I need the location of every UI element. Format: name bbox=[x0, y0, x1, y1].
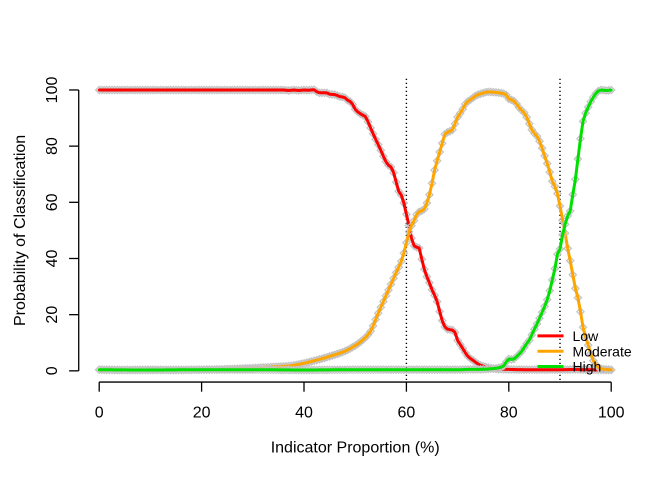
svg-text:0: 0 bbox=[95, 405, 104, 422]
svg-text:Low: Low bbox=[573, 328, 600, 344]
svg-text:40: 40 bbox=[295, 405, 313, 422]
svg-text:60: 60 bbox=[44, 193, 61, 211]
svg-text:40: 40 bbox=[44, 249, 61, 267]
svg-text:80: 80 bbox=[44, 137, 61, 155]
svg-text:0: 0 bbox=[44, 366, 61, 375]
svg-text:Moderate: Moderate bbox=[573, 343, 632, 359]
svg-text:20: 20 bbox=[193, 405, 211, 422]
svg-text:20: 20 bbox=[44, 306, 61, 324]
svg-text:Probability of Classification: Probability of Classification bbox=[12, 135, 29, 326]
svg-text:Indicator Proportion (%): Indicator Proportion (%) bbox=[271, 440, 440, 457]
svg-text:High: High bbox=[573, 359, 602, 375]
svg-text:80: 80 bbox=[500, 405, 518, 422]
svg-text:100: 100 bbox=[598, 405, 625, 422]
svg-text:100: 100 bbox=[44, 77, 61, 104]
svg-text:60: 60 bbox=[398, 405, 416, 422]
